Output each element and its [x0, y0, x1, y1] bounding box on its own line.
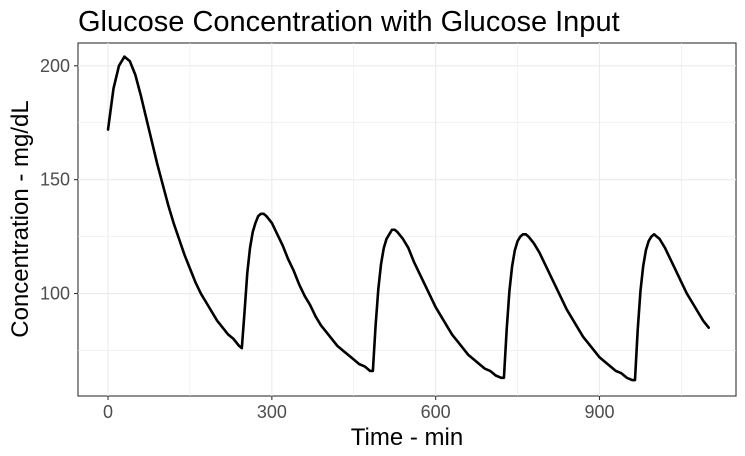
- y-axis-title: Concentration - mg/dL: [7, 100, 34, 337]
- plot-panel: [77, 42, 737, 397]
- grid-lines: [78, 43, 736, 396]
- y-tick-label: 150: [40, 170, 70, 190]
- x-tick-label: 0: [103, 402, 113, 422]
- chart-title: Glucose Concentration with Glucose Input: [78, 6, 620, 38]
- x-tick-label: 300: [257, 402, 287, 422]
- y-tick-label: 200: [40, 56, 70, 76]
- x-tick-label: 600: [421, 402, 451, 422]
- x-axis-title: Time - min: [351, 424, 463, 451]
- series-line: [106, 55, 711, 382]
- x-axis-ticks: 0 300 600 900: [103, 396, 615, 422]
- data-layer: [106, 55, 711, 382]
- x-tick-label: 900: [584, 402, 614, 422]
- y-axis-ticks: 100 150 200: [40, 56, 78, 304]
- y-tick-label: 100: [40, 284, 70, 304]
